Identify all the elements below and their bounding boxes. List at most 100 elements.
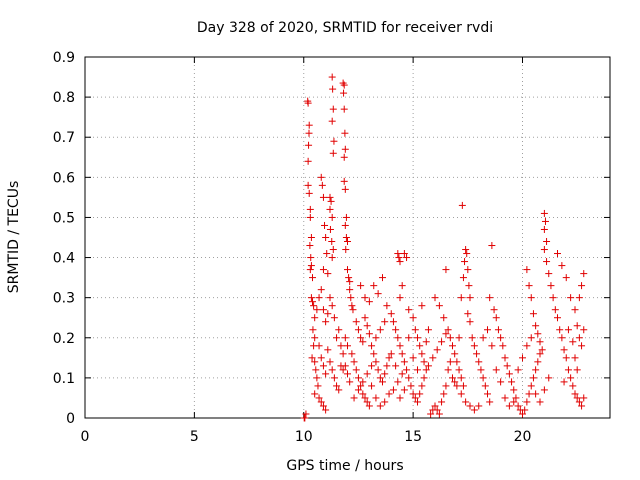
data-point: [317, 354, 325, 362]
data-point: [505, 402, 513, 410]
data-point: [381, 398, 389, 406]
data-point: [341, 221, 349, 229]
data-point: [305, 189, 313, 197]
data-point: [458, 201, 466, 209]
data-point: [470, 342, 478, 350]
data-point: [301, 414, 309, 422]
data-point: [392, 326, 400, 334]
data-point: [573, 366, 581, 374]
data-point: [372, 334, 380, 342]
data-point: [398, 370, 406, 378]
data-point: [409, 354, 417, 362]
data-point: [318, 181, 326, 189]
data-point: [365, 298, 373, 306]
data-point: [329, 246, 337, 254]
data-point: [556, 326, 564, 334]
data-point: [394, 334, 402, 342]
data-point: [348, 350, 356, 358]
data-point: [418, 350, 426, 358]
data-point: [333, 334, 341, 342]
data-point: [457, 390, 465, 398]
data-point: [422, 338, 430, 346]
data-point: [560, 346, 568, 354]
data-point: [492, 366, 500, 374]
data-point: [501, 394, 509, 402]
data-point: [527, 334, 535, 342]
data-point: [361, 314, 369, 322]
data-point: [398, 350, 406, 358]
data-point: [508, 378, 516, 386]
data-point: [464, 266, 472, 274]
data-point: [383, 362, 391, 370]
data-point: [306, 205, 314, 213]
data-point: [394, 378, 402, 386]
data-point: [363, 322, 371, 330]
data-point: [328, 117, 336, 125]
data-point: [440, 314, 448, 322]
y-tick-label: 0.1: [53, 371, 75, 387]
data-point: [543, 258, 551, 266]
data-point: [449, 342, 456, 350]
data-point: [490, 306, 498, 314]
data-point: [396, 394, 404, 402]
data-point: [543, 238, 551, 246]
data-point: [315, 294, 323, 302]
data-point: [558, 334, 566, 342]
data-point: [395, 254, 403, 262]
data-point: [422, 366, 430, 374]
data-point: [540, 246, 548, 254]
data-point: [578, 402, 586, 410]
data-point: [569, 382, 577, 390]
data-point: [560, 378, 568, 386]
data-point: [525, 282, 533, 290]
data-point: [405, 374, 413, 382]
data-point: [312, 366, 320, 374]
data-point: [398, 282, 406, 290]
data-point: [341, 129, 349, 137]
data-point: [466, 402, 474, 410]
data-point: [396, 294, 404, 302]
data-point: [392, 362, 400, 370]
data-point: [451, 378, 459, 386]
data-point: [311, 390, 319, 398]
data-point: [409, 390, 417, 398]
data-point: [429, 354, 437, 362]
data-point: [444, 326, 452, 334]
data-point: [411, 394, 419, 402]
data-point: [562, 274, 570, 282]
data-point: [342, 246, 350, 254]
data-point: [540, 386, 548, 394]
data-point: [558, 262, 566, 270]
data-point: [541, 217, 549, 225]
data-point: [368, 382, 376, 390]
data-point: [534, 330, 542, 338]
data-point: [494, 326, 502, 334]
data-point: [357, 282, 365, 290]
data-point: [564, 366, 572, 374]
data-point: [418, 302, 426, 310]
data-point: [306, 266, 314, 274]
data-point: [327, 197, 335, 205]
data-point: [424, 326, 432, 334]
data-point: [354, 374, 362, 382]
data-point: [389, 318, 397, 326]
data-point: [529, 374, 537, 382]
data-point: [359, 390, 367, 398]
data-point: [578, 342, 586, 350]
data-point: [571, 390, 579, 398]
data-point: [420, 358, 428, 366]
data-point: [326, 225, 334, 233]
data-point: [463, 250, 471, 258]
data-point: [310, 302, 318, 310]
data-point: [307, 294, 315, 302]
data-point: [523, 398, 531, 406]
data-point: [383, 302, 391, 310]
data-point: [319, 193, 327, 201]
data-point: [459, 274, 467, 282]
data-point: [319, 402, 327, 410]
data-point: [449, 374, 456, 382]
data-point: [344, 370, 351, 378]
data-point: [435, 302, 443, 310]
data-point: [374, 290, 382, 298]
data-point: [335, 326, 343, 334]
